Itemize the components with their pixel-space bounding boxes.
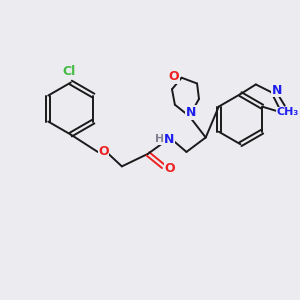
Text: N: N — [186, 106, 196, 119]
Text: H: H — [155, 134, 164, 144]
Text: N: N — [164, 133, 174, 146]
Text: N: N — [272, 84, 282, 97]
Text: CH₃: CH₃ — [277, 107, 299, 117]
Text: Cl: Cl — [62, 65, 76, 78]
Text: O: O — [165, 162, 176, 175]
Text: O: O — [169, 70, 179, 83]
Text: O: O — [98, 146, 109, 158]
